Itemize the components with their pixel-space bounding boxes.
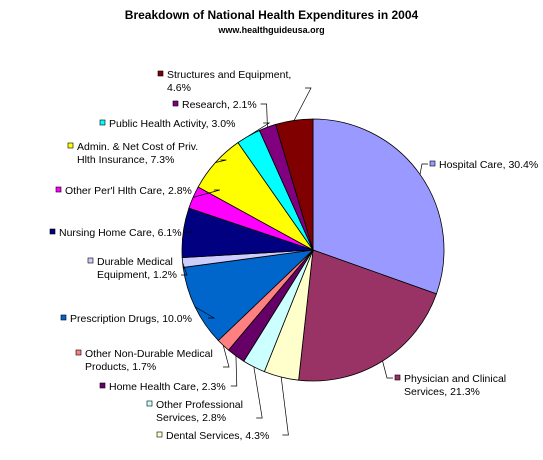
legend-swatch-physician-and-clinical-services bbox=[394, 374, 401, 381]
slice-label-research: Research, 2.1% bbox=[182, 99, 257, 111]
leader-line-research bbox=[260, 103, 268, 128]
leader-line-public-health-activity bbox=[248, 122, 271, 137]
slice-labels: Hospital Care, 30.4% Physician and Clinic… bbox=[49, 69, 538, 442]
pie-slice-physician-and-clinical-services bbox=[298, 249, 437, 382]
leader-line-prescription-drugs bbox=[194, 306, 216, 319]
leader-line-other-professional-services bbox=[253, 366, 263, 419]
legend-swatch-other-per-l-hlth-care bbox=[55, 186, 62, 193]
leader-line-durable-medical-equipment bbox=[181, 262, 188, 276]
leader-line-admin-net-cost-of-priv-hlth-insurance bbox=[215, 159, 227, 163]
leader-line-physician-and-clinical-services bbox=[382, 360, 393, 379]
leader-line-hospital-care bbox=[419, 163, 428, 175]
slice-label-dental-services: Dental Services, 4.3% bbox=[166, 430, 269, 442]
legend-swatch-home-health-care bbox=[99, 382, 106, 389]
slice-label-hospital-care: Hospital Care, 30.4% bbox=[439, 159, 538, 171]
slice-label-other-non-durable-medical-products: Other Non-Durable Medical Products, 1.7% bbox=[85, 348, 213, 373]
slice-label-admin-net-cost-of-priv-hlth-insurance: Admin. & Net Cost of Priv. Hlth Insurance… bbox=[77, 141, 198, 166]
leader-line-nursing-home-care bbox=[183, 231, 193, 233]
slice-label-other-professional-services: Other Professional Services, 2.8% bbox=[156, 399, 243, 424]
legend-swatch-dental-services bbox=[156, 431, 163, 438]
legend-swatch-research bbox=[172, 100, 179, 107]
slice-label-prescription-drugs: Prescription Drugs, 10.0% bbox=[70, 313, 192, 325]
leader-line-home-health-care bbox=[230, 355, 238, 387]
slice-label-physician-and-clinical-services: Physician and Clinical Services, 21.3% bbox=[404, 373, 506, 398]
slice-label-public-health-activity: Public Health Activity, 3.0% bbox=[109, 118, 235, 130]
chart-title: Breakdown of National Health Expenditure… bbox=[124, 8, 419, 22]
leader-line-dental-services bbox=[280, 377, 289, 436]
slice-label-home-health-care: Home Health Care, 2.3% bbox=[109, 381, 226, 393]
slice-label-other-per-l-hlth-care: Other Per'l Hlth Care, 2.8% bbox=[65, 185, 192, 197]
leader-line-other-per-l-hlth-care bbox=[192, 189, 220, 198]
chart-subtitle: www.healthguideusa.org bbox=[218, 25, 325, 35]
legend-swatch-durable-medical-equipment bbox=[87, 257, 94, 264]
legend-swatch-public-health-activity bbox=[99, 119, 106, 126]
legend-swatch-admin-net-cost-of-priv-hlth-insurance bbox=[67, 142, 74, 149]
legend-swatch-hospital-care bbox=[429, 160, 436, 167]
legend-swatch-structures-and-equipment bbox=[157, 70, 164, 77]
legend-swatch-prescription-drugs bbox=[60, 314, 67, 321]
slice-label-nursing-home-care: Nursing Home Care, 6.1% bbox=[59, 227, 182, 239]
legend-swatch-other-professional-services bbox=[146, 400, 153, 407]
leader-lines bbox=[181, 87, 428, 436]
pie-slices bbox=[181, 118, 445, 382]
slice-label-durable-medical-equipment: Durable Medical Equipment, 1.2% bbox=[97, 256, 177, 281]
slice-label-structures-and-equipment: Structures and Equipment, 4.6% bbox=[167, 69, 291, 94]
pie-slice-hospital-care bbox=[312, 118, 445, 295]
legend-swatch-nursing-home-care bbox=[49, 228, 56, 235]
leader-line-structures-and-equipment bbox=[293, 87, 312, 121]
legend-swatch-other-non-durable-medical-products bbox=[75, 349, 82, 356]
leader-line-other-non-durable-medical-products bbox=[222, 345, 230, 368]
